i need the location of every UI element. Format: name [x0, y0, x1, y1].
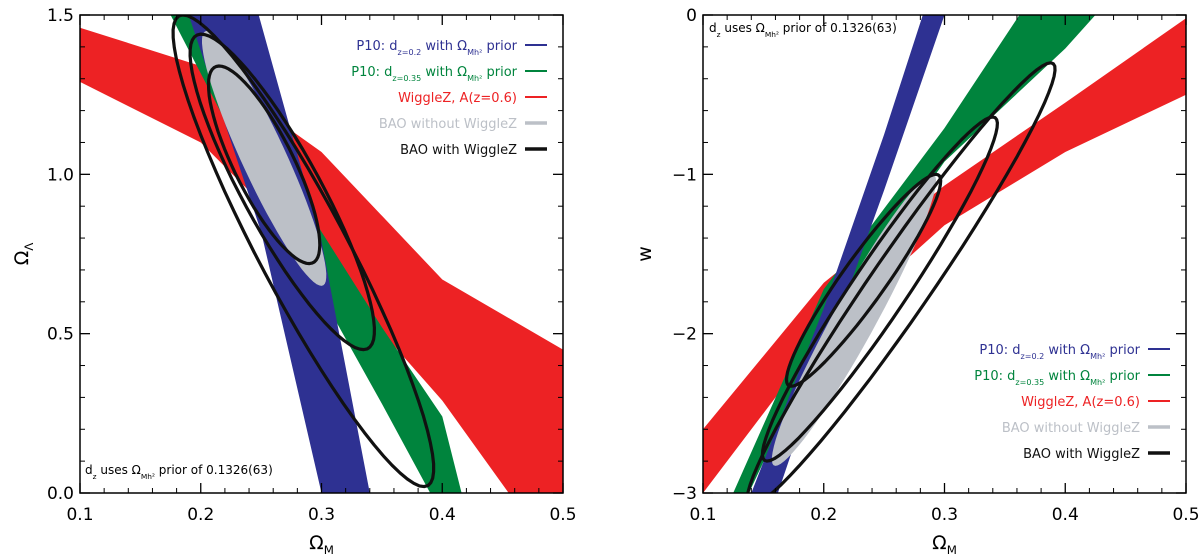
region-bao-without-wigglez	[771, 174, 936, 466]
x-tick-label: 0.5	[549, 505, 576, 525]
contour-2	[760, 115, 1000, 463]
band-p10-d-z-0-2-with-mh-prior	[751, 15, 945, 493]
y-axis-label: w	[634, 246, 656, 262]
x-tick-label: 0.4	[429, 505, 456, 525]
y-tick-label: 1.5	[47, 6, 74, 26]
legend-label-bao-with-wigglez: BAO with WiggleZ	[1023, 447, 1140, 462]
legend: P10: dz=0.2 with ΩMh² prior P10: dz=0.35 …	[974, 343, 1170, 462]
y-tick-label: −2	[672, 325, 697, 345]
legend-label-bao-without-wigglez: BAO without WiggleZ	[1002, 421, 1140, 436]
legend: P10: dz=0.2 with ΩMh² prior P10: dz=0.35 …	[351, 39, 547, 158]
legend-label-bao-without-wigglez: BAO without WiggleZ	[379, 117, 517, 132]
x-tick-label: 0.3	[308, 505, 335, 525]
y-axis-label-group: ΩΛ	[11, 243, 36, 266]
x-tick-label: 0.2	[187, 505, 214, 525]
y-tick-label: 1.0	[47, 165, 74, 185]
x-tick-label: 0.5	[1172, 505, 1199, 525]
prior-note: dz uses ΩMh² prior of 0.1326(63)	[709, 21, 897, 39]
legend-label-wigglez-a-z-0-6: WiggleZ, A(z=0.6)	[1021, 395, 1140, 410]
contour-3	[171, 15, 436, 489]
legend-label-wigglez-a-z-0-6: WiggleZ, A(z=0.6)	[398, 91, 517, 106]
band-p10-d-z-0-35-with-mh-prior	[733, 15, 1096, 493]
y-axis-label: ΩΛ	[11, 243, 36, 266]
plot-area	[80, 15, 563, 493]
band-wigglez-a-z-0-6	[703, 18, 1186, 493]
x-tick-label: 0.1	[689, 505, 716, 525]
y-tick-label: −1	[672, 165, 697, 185]
x-axis-label: ΩM	[932, 532, 957, 556]
plot-area	[703, 15, 1186, 493]
contour-2	[188, 32, 376, 352]
y-tick-label: 0	[686, 6, 697, 26]
contour-1	[206, 64, 322, 266]
x-tick-label: 0.4	[1052, 505, 1079, 525]
y-tick-label: −3	[672, 484, 697, 504]
legend-label-p10-d-z-0-35-with-mh-prior: P10: dz=0.35 with ΩMh² prior	[351, 65, 517, 83]
region-bao-without-wigglez	[202, 30, 327, 286]
y-axis-label-group: w	[634, 246, 656, 262]
legend-label-p10-d-z-0-2-with-mh-prior: P10: dz=0.2 with ΩMh² prior	[356, 39, 517, 57]
contour-3	[746, 61, 1057, 493]
left-panel-omegam-omegalambda: 0.1 0.2 0.3 0.4 0.5 0.0 0.5 1.0 1.5 ΩM ΩΛ dz uses Ω…	[11, 6, 577, 556]
contour-1	[784, 172, 943, 388]
x-tick-label: 0.1	[66, 505, 93, 525]
x-axis-label: ΩM	[309, 532, 334, 556]
prior-note: dz uses ΩMh² prior of 0.1326(63)	[85, 463, 273, 481]
y-tick-label: 0.0	[47, 484, 74, 504]
legend-label-p10-d-z-0-2-with-mh-prior: P10: dz=0.2 with ΩMh² prior	[979, 343, 1140, 361]
x-tick-label: 0.3	[931, 505, 958, 525]
y-tick-label: 0.5	[47, 325, 74, 345]
x-tick-label: 0.2	[810, 505, 837, 525]
right-panel-omegam-w: 0.1 0.2 0.3 0.4 0.5 −3 −2 −1 0 ΩM w dz uses ΩMh² pr…	[634, 6, 1200, 556]
legend-label-p10-d-z-0-35-with-mh-prior: P10: dz=0.35 with ΩMh² prior	[974, 369, 1140, 387]
legend-label-bao-with-wigglez: BAO with WiggleZ	[400, 143, 517, 158]
